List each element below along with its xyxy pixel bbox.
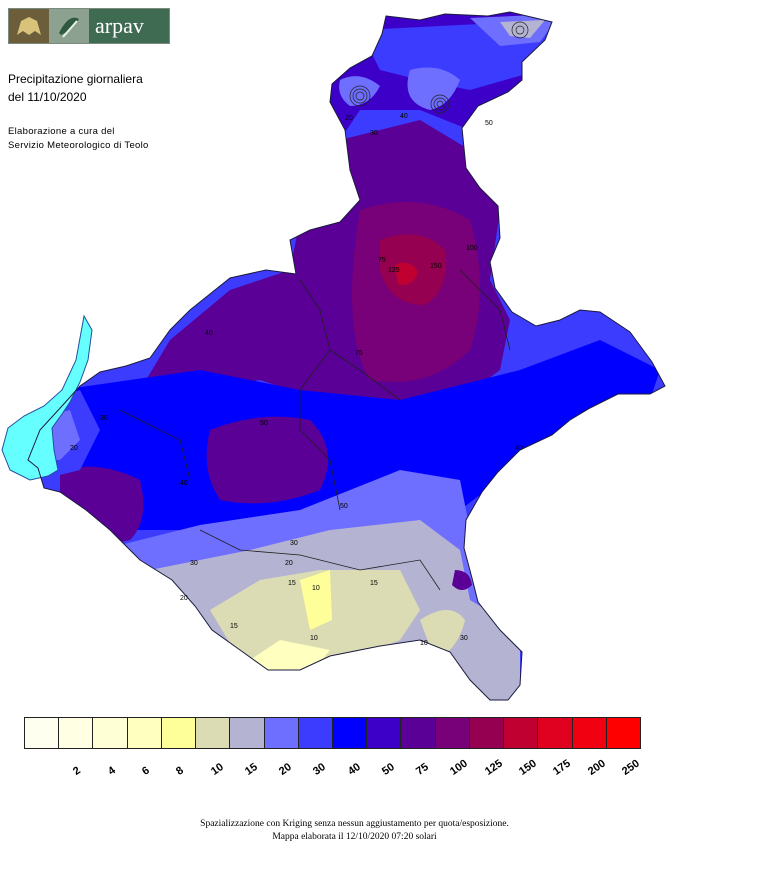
- contour-label: 125: [388, 267, 400, 274]
- contour-label: 20: [180, 595, 188, 602]
- contour-label: 30: [460, 635, 468, 642]
- leaf-emblem-icon: [49, 9, 89, 43]
- contour-label: 40: [205, 330, 213, 337]
- legend-swatch: [606, 718, 640, 748]
- map-title: Precipitazione giornaliera del 11/10/202…: [8, 70, 143, 106]
- legend-swatch: [127, 718, 162, 748]
- contour-label: 40: [400, 113, 408, 120]
- contour-label: 50: [260, 420, 268, 427]
- legend-tick-label: 125: [482, 757, 505, 778]
- contour-label: 75: [378, 257, 386, 264]
- contour-label: 30: [290, 540, 298, 547]
- legend-tick-label: 75: [414, 760, 432, 778]
- credit-line-2: Servizio Meteorologico di Teolo: [8, 140, 149, 151]
- contour-label: 20: [345, 115, 353, 122]
- lion-emblem-icon: [9, 9, 49, 43]
- legend-swatch: [93, 718, 128, 748]
- legend-ticks: 2 4 6 8 10 15 20 30 40 50 75 100 125 150 175 200 250: [24, 754, 641, 778]
- legend-tick-label: 50: [379, 760, 397, 778]
- legend-swatch: [538, 718, 573, 748]
- legend-tick-label: 30: [311, 760, 329, 778]
- legend-swatch: [230, 718, 265, 748]
- legend-swatch: [59, 718, 94, 748]
- precipitation-map: 20 30 40 50 75 100 125 150 40 30 20 15 1…: [1, 11, 666, 701]
- title-line-2: del 11/10/2020: [8, 90, 87, 104]
- contour-label: 10: [312, 585, 320, 592]
- contour-label: 20: [285, 560, 293, 567]
- legend-swatch: [332, 718, 368, 748]
- legend-tick-label: 100: [448, 757, 471, 778]
- legend-tick-label: 6: [139, 764, 152, 778]
- contour-label: 15: [288, 580, 296, 587]
- legend-tick-label: 10: [208, 760, 226, 778]
- legend-swatch: [469, 718, 505, 748]
- contour-label: 40: [515, 445, 523, 452]
- legend-tick-label: 200: [585, 757, 608, 778]
- contour-label: 20: [70, 445, 78, 452]
- legend-swatch: [401, 718, 436, 748]
- legend-swatch: [367, 718, 402, 748]
- contour-label: 10: [310, 635, 318, 642]
- contour-label: 50: [485, 120, 493, 127]
- contour-label: 100: [466, 245, 478, 252]
- title-line-1: Precipitazione giornaliera: [8, 72, 143, 86]
- contour-label: 30: [100, 415, 108, 422]
- legend-swatch: [504, 718, 539, 748]
- legend-swatch: [264, 718, 299, 748]
- legend-swatch: [196, 718, 231, 748]
- footer-method: Spazializzazione con Kriging senza nessu…: [200, 819, 509, 829]
- arpav-logo: arpav: [8, 8, 170, 44]
- legend-tick-label: 8: [174, 764, 187, 778]
- legend-tick-label: 175: [551, 757, 574, 778]
- legend-swatch: [25, 718, 60, 748]
- legend-swatch: [572, 718, 607, 748]
- legend-tick-label: 15: [242, 760, 260, 778]
- legend-swatch: [298, 718, 333, 748]
- legend-tick-label: 250: [619, 757, 642, 778]
- credit-line-1: Elaborazione a cura del: [8, 126, 115, 137]
- footer-timestamp: Mappa elaborata il 12/10/2020 07:20 sola…: [272, 832, 437, 842]
- contour-label: 50: [340, 503, 348, 510]
- legend-swatch: [435, 718, 470, 748]
- contour-label: 40: [180, 480, 188, 487]
- logo-text: arpav: [89, 9, 169, 43]
- contour-label: 30: [370, 130, 378, 137]
- contour-label: 10: [420, 640, 428, 647]
- legend-tick-label: 150: [517, 757, 539, 778]
- contour-label: 15: [230, 623, 238, 630]
- contour-label: 15: [370, 580, 378, 587]
- legend-tick-label: 20: [277, 760, 294, 778]
- legend-swatch: [161, 718, 197, 748]
- contour-label: 75: [355, 350, 363, 357]
- color-legend: [24, 717, 641, 749]
- legend-tick-label: 4: [105, 764, 118, 778]
- legend-tick-label: 2: [71, 764, 84, 778]
- contour-label: 30: [190, 560, 198, 567]
- legend-tick-label: 40: [345, 760, 363, 778]
- credit: Elaborazione a cura del Servizio Meteoro…: [8, 125, 149, 153]
- contour-label: 150: [430, 263, 442, 270]
